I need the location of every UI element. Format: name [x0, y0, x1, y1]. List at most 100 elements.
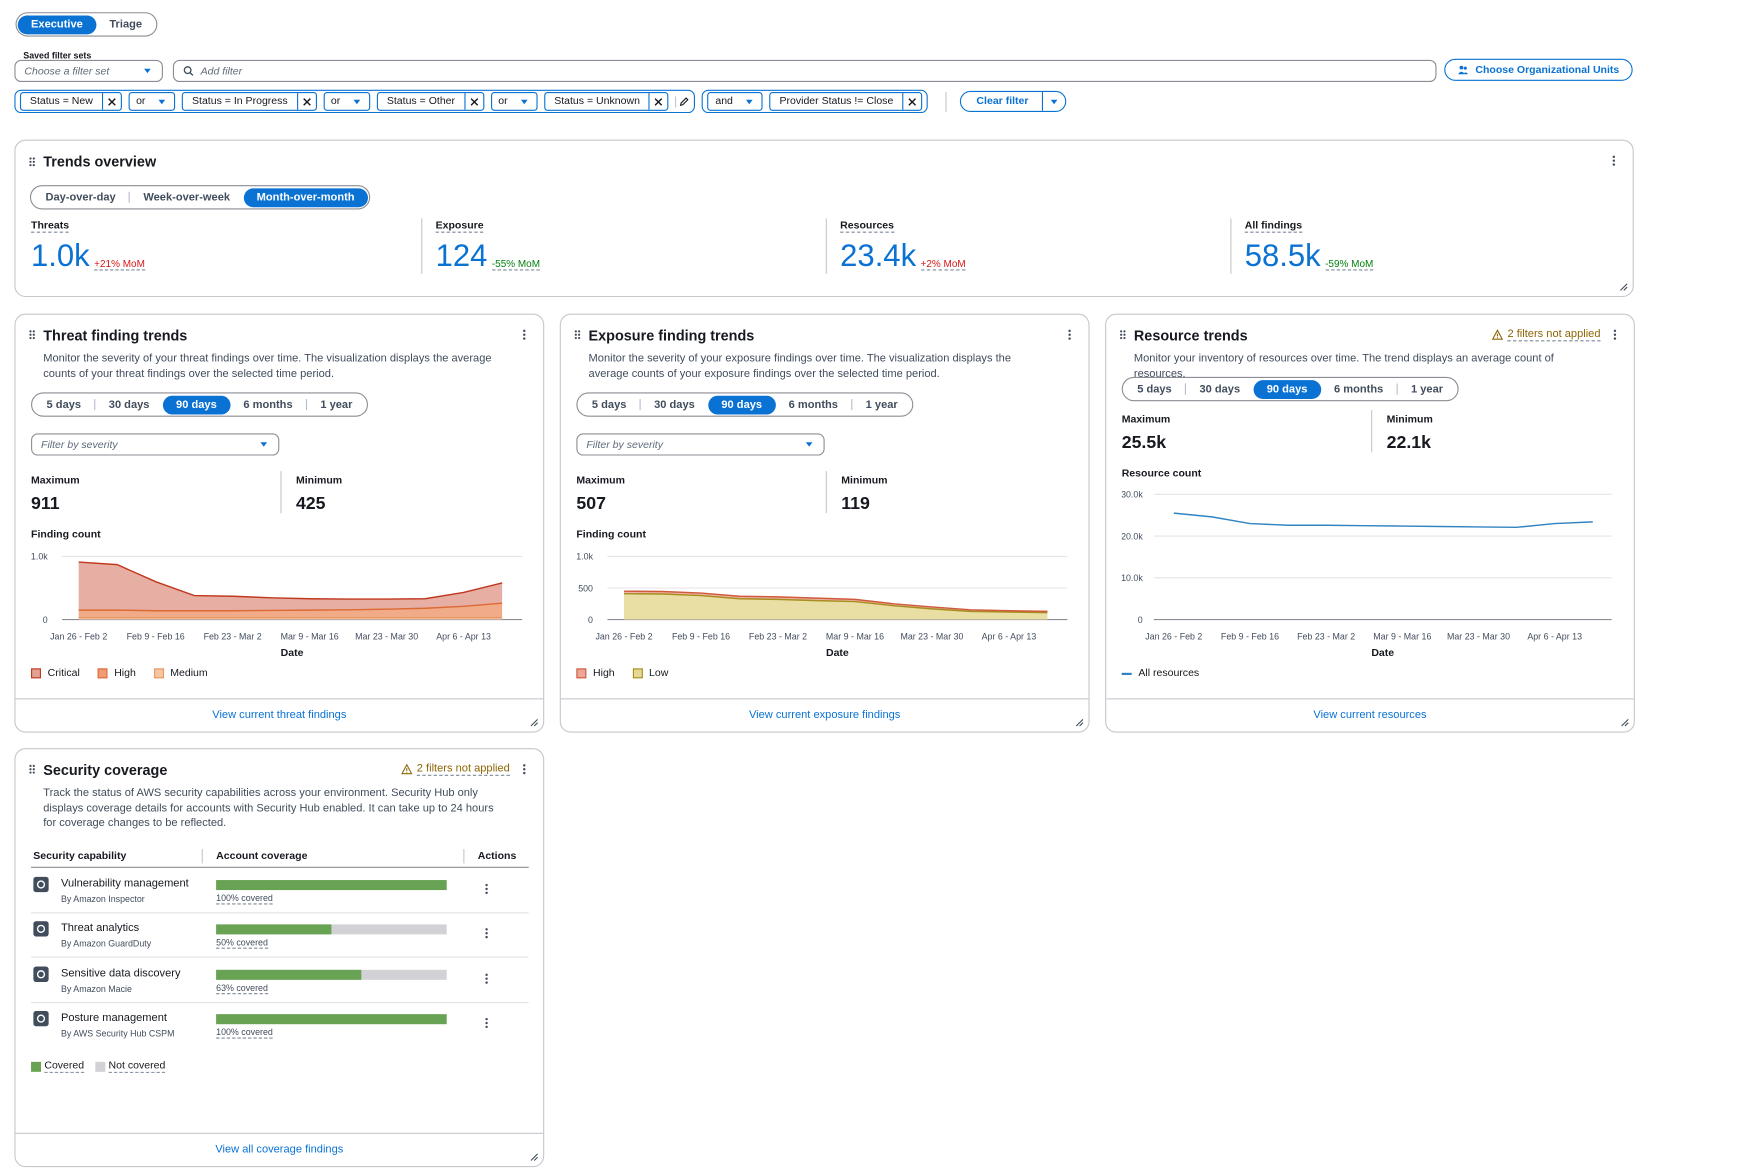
segment-option[interactable]: Triage: [109, 18, 143, 31]
dots-icon[interactable]: [1064, 329, 1075, 340]
metric-label: All findings: [1244, 219, 1303, 233]
caret-icon[interactable]: [1043, 96, 1065, 107]
pencil-icon[interactable]: [675, 95, 689, 107]
x-axis-label: Date: [826, 647, 849, 659]
x-icon[interactable]: [465, 96, 483, 107]
cap-icon: [33, 921, 49, 937]
severity-filter[interactable]: Filter by severity: [576, 433, 825, 456]
legend-item[interactable]: Critical: [31, 667, 80, 679]
operator: or: [498, 95, 508, 108]
segment-option[interactable]: 5 days: [46, 398, 82, 411]
legend-item[interactable]: Medium: [153, 667, 208, 679]
organizational-units-button[interactable]: Choose Organizational Units: [1444, 58, 1633, 81]
dots-icon[interactable]: [481, 928, 492, 939]
max-label: Maximum: [1121, 413, 1171, 426]
segment-option[interactable]: Week-over-week: [143, 191, 231, 204]
segment-option[interactable]: 1 year: [865, 398, 898, 411]
separator: [128, 191, 131, 203]
saved-filter-select[interactable]: Choose a filter set: [14, 59, 163, 83]
legend-item[interactable]: High: [576, 667, 615, 680]
legend: All resources: [1121, 667, 1200, 680]
operator-select[interactable]: or: [323, 91, 371, 111]
legend-item[interactable]: Low: [632, 667, 668, 679]
dots-icon[interactable]: [519, 329, 530, 340]
token-text: Provider Status != Close: [771, 93, 904, 110]
legend-item[interactable]: Not covered: [95, 1060, 166, 1073]
legend-item[interactable]: High: [97, 667, 136, 679]
x-icon[interactable]: [650, 96, 668, 107]
operator-select[interactable]: or: [128, 91, 176, 111]
panel-link[interactable]: View current exposure findings: [748, 709, 901, 722]
segment-option[interactable]: 90 days: [1253, 379, 1321, 399]
x-tick-label: Feb 9 - Feb 16: [127, 632, 185, 642]
add-filter-input[interactable]: Add filter: [172, 59, 1437, 83]
y-tick-label: 0: [1138, 615, 1143, 625]
segment-option[interactable]: 1 year: [1410, 382, 1444, 396]
clear-filter-button[interactable]: Clear filter: [959, 90, 1067, 112]
x-icon[interactable]: [103, 96, 121, 107]
panel-link[interactable]: View all coverage findings: [215, 1143, 344, 1157]
dots-icon[interactable]: [481, 1017, 492, 1029]
series-line: [1173, 512, 1593, 529]
metric-value: 124: [435, 238, 488, 273]
min-label: Minimum: [841, 474, 888, 487]
coverage-bar: [216, 924, 332, 935]
area-fill: [624, 591, 1048, 613]
min-value: 425: [295, 494, 326, 514]
separator: [639, 399, 641, 411]
x-icon[interactable]: [903, 96, 921, 107]
warning-text: 2 filters not applied: [1507, 328, 1601, 342]
range-selector: 5 days 30 days 90 days 6 months 1 year: [1121, 376, 1459, 402]
resize-icon: [530, 1153, 538, 1161]
legend: High Low: [576, 667, 668, 679]
x-tick-label: Mar 23 - Mar 30: [355, 632, 418, 642]
dots-icon[interactable]: [1608, 155, 1619, 166]
dots-icon[interactable]: [481, 883, 492, 895]
token-text: Status = New: [21, 93, 103, 110]
metric-change: -59% MoM: [1325, 258, 1374, 271]
legend-label: All resources: [1138, 667, 1200, 680]
operator-select[interactable]: and: [707, 91, 763, 111]
panel-link[interactable]: View current resources: [1313, 709, 1427, 722]
x-tick-label: Apr 6 - Apr 13: [982, 632, 1037, 642]
segment-option[interactable]: 6 months: [788, 398, 838, 411]
series-line: [624, 590, 1048, 613]
divider: [825, 471, 827, 514]
segment-option[interactable]: 30 days: [1199, 382, 1241, 396]
legend-swatch: [97, 668, 108, 679]
grip-icon: [29, 330, 35, 340]
segment-option[interactable]: Month-over-month: [243, 187, 368, 207]
legend-label: High: [592, 667, 615, 680]
warning: 2 filters not applied: [1491, 328, 1601, 342]
segment-option[interactable]: 90 days: [708, 395, 776, 414]
max-label: Maximum: [31, 474, 80, 487]
operator-select[interactable]: or: [490, 91, 538, 111]
coverage-bar: [216, 969, 362, 980]
segment-option[interactable]: 30 days: [108, 398, 150, 411]
chart-y-label: Finding count: [576, 528, 646, 541]
panel-link[interactable]: View current threat findings: [212, 709, 347, 722]
token-text: Status = Unknown: [545, 93, 650, 110]
legend-item[interactable]: Covered: [31, 1060, 85, 1073]
segment-option[interactable]: 5 days: [591, 398, 627, 411]
segment-option[interactable]: 90 days: [162, 395, 231, 414]
segment-option[interactable]: Executive: [17, 14, 97, 34]
segment-option[interactable]: 6 months: [243, 398, 293, 411]
x-icon[interactable]: [298, 96, 316, 107]
button-label: Clear filter: [961, 91, 1043, 111]
dots-icon[interactable]: [1609, 329, 1620, 340]
row-divider: [31, 1001, 529, 1003]
dots-icon[interactable]: [519, 764, 530, 775]
segment-option[interactable]: Day-over-day: [45, 191, 116, 204]
segment-option[interactable]: 30 days: [654, 398, 695, 411]
segment-option[interactable]: 5 days: [1137, 382, 1172, 396]
y-tick-label: 1.0k: [576, 552, 593, 562]
segment-option[interactable]: 1 year: [320, 398, 353, 411]
severity-filter[interactable]: Filter by severity: [31, 433, 280, 456]
segment-option[interactable]: 6 months: [1334, 382, 1384, 396]
row-divider: [31, 956, 529, 958]
capability-name: Threat analytics: [60, 922, 140, 935]
legend-item[interactable]: All resources: [1121, 667, 1200, 680]
dots-icon[interactable]: [481, 973, 492, 984]
